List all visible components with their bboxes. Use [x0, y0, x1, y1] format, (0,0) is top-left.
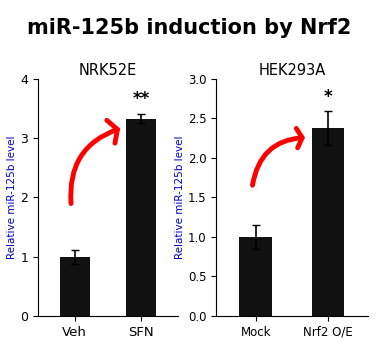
Y-axis label: Relative miR-125b level: Relative miR-125b level — [8, 136, 17, 259]
Bar — [312, 128, 344, 316]
Title: HEK293A: HEK293A — [258, 63, 326, 78]
Bar — [60, 257, 90, 316]
Y-axis label: Relative miR-125b level: Relative miR-125b level — [175, 136, 185, 259]
Bar — [126, 119, 157, 316]
Title: NRK52E: NRK52E — [79, 63, 137, 78]
Text: **: ** — [133, 90, 150, 108]
Text: *: * — [324, 88, 332, 106]
Bar — [240, 237, 272, 316]
Text: miR-125b induction by Nrf2: miR-125b induction by Nrf2 — [27, 18, 352, 38]
